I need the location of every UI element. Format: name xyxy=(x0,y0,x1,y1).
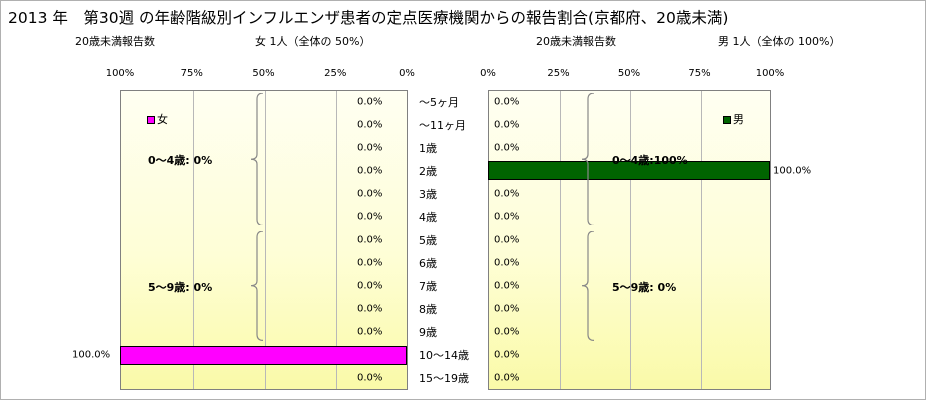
left-group-brace xyxy=(250,93,264,226)
left-x-tick: 25% xyxy=(324,68,347,79)
right-gridline xyxy=(559,91,561,389)
left-data-label: 0.0% xyxy=(357,96,383,108)
right-data-label: 0.0% xyxy=(494,211,520,223)
category-label: 3歳 xyxy=(419,187,437,201)
left-data-label: 0.0% xyxy=(357,280,383,292)
chart-title: 2013 年 第30週 の年齢階級別インフルエンザ患者の定点医療機関からの報告割… xyxy=(8,9,729,27)
category-label: 4歳 xyxy=(419,210,437,224)
left-gridline xyxy=(336,91,338,389)
right-data-label: 100.0% xyxy=(773,165,812,177)
left-group-label: 5～9歳: 0% xyxy=(148,281,213,295)
right-legend-swatch xyxy=(723,116,731,124)
right-data-label: 0.0% xyxy=(494,234,520,246)
right-count-label: 20歳未満報告数 xyxy=(536,35,616,48)
category-label: 9歳 xyxy=(419,326,437,340)
right-legend-label: 男 xyxy=(733,113,744,126)
left-bar xyxy=(120,345,407,365)
left-data-label: 0.0% xyxy=(357,234,383,246)
category-label: ～11ヶ月 xyxy=(419,118,466,132)
left-x-tick: 50% xyxy=(252,68,275,79)
right-x-tick: 25% xyxy=(547,68,570,79)
left-data-label: 0.0% xyxy=(357,211,383,223)
left-data-label: 0.0% xyxy=(357,372,383,384)
left-data-label: 0.0% xyxy=(357,303,383,315)
right-group-brace xyxy=(581,93,595,226)
right-count-summary: 男 1人（全体の 100%） xyxy=(718,35,841,48)
right-data-label: 0.0% xyxy=(494,349,520,361)
right-legend: 男 xyxy=(723,111,744,127)
category-label: 7歳 xyxy=(419,280,437,294)
left-group-label: 0～4歳: 0% xyxy=(148,154,213,168)
right-x-tick: 50% xyxy=(617,68,641,79)
right-group-label: 0～4歳:100% xyxy=(612,154,688,168)
right-data-label: 0.0% xyxy=(494,119,520,131)
left-legend: 女 xyxy=(147,111,168,127)
right-data-label: 0.0% xyxy=(494,257,520,269)
right-data-label: 0.0% xyxy=(494,96,520,108)
category-label: 1歳 xyxy=(419,141,437,155)
left-data-label: 0.0% xyxy=(357,257,383,269)
left-gridline xyxy=(192,91,194,389)
right-data-label: 0.0% xyxy=(494,280,520,292)
left-data-label: 0.0% xyxy=(357,165,383,177)
left-gridline xyxy=(264,91,266,389)
right-x-tick: 75% xyxy=(688,68,711,79)
right-plot-area xyxy=(488,90,771,390)
left-legend-swatch xyxy=(147,116,155,124)
category-label: 5歳 xyxy=(419,234,437,247)
right-data-label: 0.0% xyxy=(494,303,520,315)
right-gridline xyxy=(630,91,631,389)
category-label: 15～19歳 xyxy=(419,372,469,386)
right-gridline xyxy=(700,91,702,389)
left-data-label: 0.0% xyxy=(357,119,383,131)
category-label: 8歳 xyxy=(419,303,437,317)
left-group-brace xyxy=(250,231,264,341)
left-count-label: 20歳未満報告数 xyxy=(75,35,155,48)
left-data-label: 0.0% xyxy=(357,188,383,200)
left-data-label: 0.0% xyxy=(357,326,383,338)
right-data-label: 0.0% xyxy=(494,326,520,338)
right-x-tick: 0% xyxy=(480,68,496,79)
right-bar xyxy=(488,161,770,181)
category-label: 10～14歳 xyxy=(419,349,469,363)
left-plot-area xyxy=(120,90,408,390)
right-data-label: 0.0% xyxy=(494,188,520,200)
left-x-tick: 0% xyxy=(399,68,415,79)
left-x-tick: 100% xyxy=(105,68,135,79)
right-data-label: 0.0% xyxy=(494,372,520,384)
right-group-label: 5～9歳: 0% xyxy=(612,281,677,295)
left-data-label: 100.0% xyxy=(72,349,111,361)
left-x-tick: 75% xyxy=(180,68,203,79)
right-x-tick: 100% xyxy=(755,68,785,79)
category-label: 6歳 xyxy=(419,257,437,271)
right-group-brace xyxy=(581,231,595,341)
left-data-label: 0.0% xyxy=(357,142,383,154)
left-count-summary: 女 1人（全体の 50%） xyxy=(255,35,371,48)
category-label: 2歳 xyxy=(419,164,437,178)
category-label: ～5ヶ月 xyxy=(419,95,459,109)
right-data-label: 0.0% xyxy=(494,142,520,154)
left-legend-label: 女 xyxy=(157,113,168,126)
